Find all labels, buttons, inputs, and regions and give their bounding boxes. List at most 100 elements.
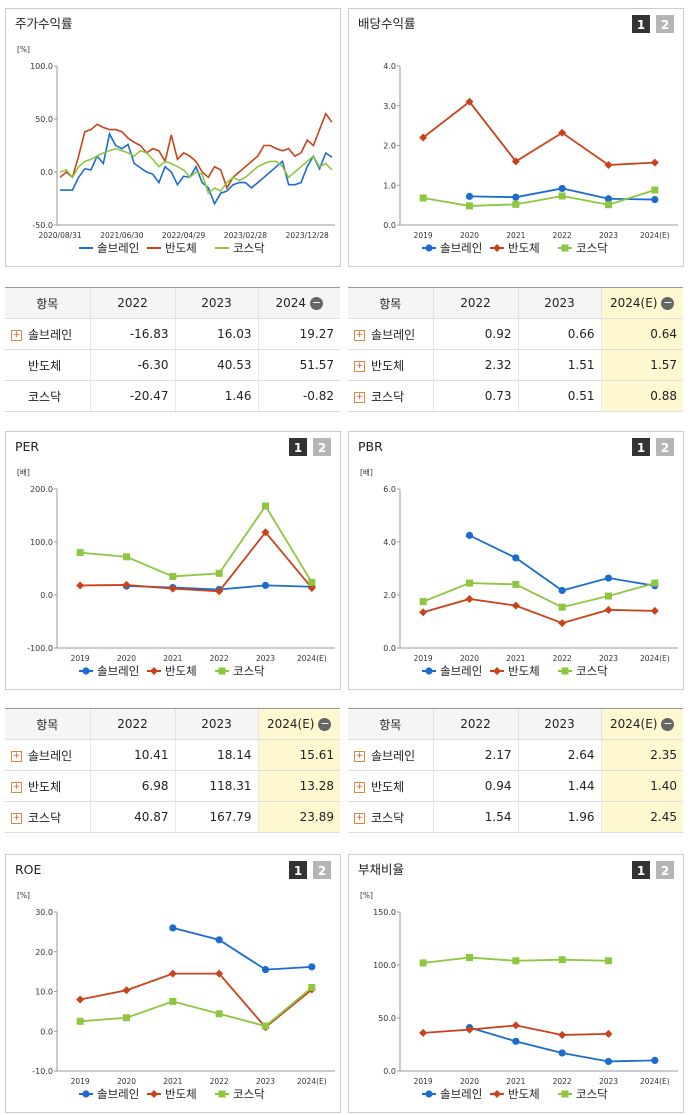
page-button[interactable]: [313, 438, 331, 456]
page-button[interactable]: [632, 438, 650, 456]
marker: [169, 924, 177, 932]
marker: [215, 587, 224, 596]
table-cell: 18.14: [174, 739, 258, 771]
cell-text: 40.87: [134, 810, 169, 824]
marker: [558, 1030, 567, 1039]
table-cell: 40.87: [89, 801, 175, 833]
table-cell: 0.94: [432, 770, 518, 802]
header-cell: 항목: [348, 287, 433, 319]
expand-icon[interactable]: +: [11, 750, 22, 762]
header-text: 항목: [379, 717, 402, 732]
page-button[interactable]: [289, 861, 307, 879]
x-tick-label: 2022: [210, 1077, 229, 1086]
header-cell: 2023: [174, 287, 258, 319]
expand-icon[interactable]: +: [354, 750, 365, 762]
page-button[interactable]: [656, 15, 674, 33]
marker: [168, 969, 177, 978]
cell-text: 167.79: [209, 810, 252, 824]
cell-text: 1.96: [567, 810, 595, 824]
page-button-label[interactable]: 1: [294, 864, 302, 878]
cell-text: -20.47: [129, 389, 169, 403]
cell-text: 2.32: [484, 358, 512, 372]
legend-label: 반도체: [165, 664, 197, 678]
page-button-label[interactable]: 2: [661, 441, 669, 455]
marker: [561, 1090, 569, 1098]
cell-text: 0.51: [567, 389, 595, 403]
marker: [466, 954, 473, 962]
chart-title: PBR: [358, 439, 383, 454]
marker: [650, 606, 659, 615]
page-button[interactable]: [289, 438, 307, 456]
marker: [215, 936, 223, 944]
header-text: 항목: [379, 296, 402, 311]
x-tick-label: 2019: [414, 1077, 433, 1086]
marker: [122, 986, 131, 995]
page-button-label[interactable]: 2: [318, 441, 326, 455]
collapse-icon[interactable]: −: [661, 296, 675, 310]
table-cell: 1.44: [517, 770, 601, 802]
series-line: [80, 530, 313, 593]
y-tick-label: 30.0: [35, 908, 53, 917]
marker: [419, 608, 428, 617]
marker: [419, 133, 428, 142]
x-tick-label: 2023: [256, 1077, 275, 1086]
header-text: 2024: [275, 296, 307, 310]
expand-icon[interactable]: +: [354, 360, 365, 372]
table-row: + 코스닥 0.73 0.51 0.88: [348, 380, 683, 412]
x-tick-label: 2022: [553, 654, 572, 663]
x-tick-label: 2022: [210, 654, 229, 663]
collapse-icon[interactable]: −: [661, 717, 675, 731]
page-button[interactable]: [656, 438, 674, 456]
cell-text: 118.31: [209, 779, 252, 793]
table-cell: + 솔브레인: [5, 739, 90, 771]
cell-text: 2.17: [484, 748, 512, 762]
collapse-icon[interactable]: −: [310, 296, 324, 310]
marker: [262, 502, 269, 510]
marker: [605, 957, 612, 965]
cell-text: 1.40: [650, 779, 677, 793]
expand-icon[interactable]: +: [354, 329, 365, 341]
cell-text: 23.89: [299, 810, 334, 824]
legend-label: 반도체: [508, 1087, 540, 1101]
page-button-label[interactable]: 1: [637, 864, 645, 878]
page-button[interactable]: [656, 861, 674, 879]
x-tick-label: 2024(E): [297, 1077, 327, 1086]
page-button[interactable]: [632, 15, 650, 33]
cell-text: 반도체: [371, 358, 405, 373]
cell-text: 6.98: [141, 779, 169, 793]
expand-icon[interactable]: +: [354, 812, 365, 824]
table-cell: 0.73: [432, 380, 518, 412]
collapse-icon[interactable]: −: [318, 717, 332, 731]
marker: [76, 549, 84, 557]
y-tick-label: 4.0: [383, 538, 396, 547]
page-button-label[interactable]: 2: [661, 18, 669, 32]
table-cell: + 반도체: [348, 770, 433, 802]
table-row: + 솔브레인 0.92 0.66 0.64: [348, 318, 683, 350]
page-button-label[interactable]: 1: [294, 441, 302, 455]
legend-label: 솔브레인: [97, 664, 139, 678]
expand-icon[interactable]: +: [354, 391, 365, 403]
cell-text: 반도체: [28, 358, 62, 373]
page-button[interactable]: [632, 861, 650, 879]
x-tick-label: 2022/04/29: [162, 231, 205, 240]
page-button-label[interactable]: 1: [637, 441, 645, 455]
page-button-label[interactable]: 1: [637, 18, 645, 32]
page-button-label[interactable]: 2: [661, 864, 669, 878]
marker: [651, 579, 659, 587]
page-button[interactable]: [313, 861, 331, 879]
legend-label: 반도체: [508, 241, 540, 255]
marker: [558, 128, 567, 137]
marker: [466, 202, 473, 210]
expand-icon[interactable]: +: [11, 329, 22, 341]
expand-icon[interactable]: +: [11, 781, 22, 793]
legend-label: 솔브레인: [97, 241, 139, 255]
page-button-label[interactable]: 2: [318, 864, 326, 878]
cell-text: 솔브레인: [28, 748, 73, 763]
expand-icon[interactable]: +: [354, 781, 365, 793]
marker: [307, 583, 316, 592]
table-cell: + 코스닥: [5, 801, 90, 833]
expand-icon[interactable]: +: [11, 812, 22, 824]
chart-title: 부채비율: [358, 862, 404, 877]
marker: [511, 157, 520, 166]
